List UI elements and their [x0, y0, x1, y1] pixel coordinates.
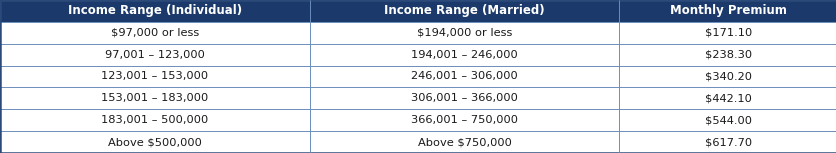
Text: 97,001 – 123,000: 97,001 – 123,000: [104, 50, 205, 60]
Text: $97,000 or less: $97,000 or less: [110, 28, 199, 38]
Text: $194,000 or less: $194,000 or less: [416, 28, 512, 38]
Text: $171.10: $171.10: [704, 28, 751, 38]
Bar: [309, 109, 619, 131]
Text: $340.20: $340.20: [704, 71, 751, 82]
Text: Above $750,000: Above $750,000: [417, 137, 511, 147]
Bar: [619, 44, 836, 66]
Bar: [619, 87, 836, 109]
Bar: [0, 87, 309, 109]
Bar: [309, 22, 619, 44]
Text: Monthly Premium: Monthly Premium: [669, 4, 786, 17]
Text: 366,001 – 750,000: 366,001 – 750,000: [410, 115, 517, 125]
Text: Income Range (Individual): Income Range (Individual): [68, 4, 242, 17]
Text: $238.30: $238.30: [704, 50, 751, 60]
Bar: [619, 0, 836, 22]
Bar: [619, 109, 836, 131]
Bar: [0, 44, 309, 66]
Bar: [619, 66, 836, 87]
Bar: [0, 131, 309, 153]
Text: Income Range (Married): Income Range (Married): [384, 4, 544, 17]
Text: $544.00: $544.00: [704, 115, 751, 125]
Text: $617.70: $617.70: [704, 137, 751, 147]
Text: 306,001 – 366,000: 306,001 – 366,000: [410, 93, 517, 103]
Bar: [309, 0, 619, 22]
Bar: [619, 131, 836, 153]
Bar: [0, 22, 309, 44]
Text: 246,001 – 306,000: 246,001 – 306,000: [410, 71, 517, 82]
Bar: [309, 44, 619, 66]
Bar: [309, 87, 619, 109]
Text: $442.10: $442.10: [704, 93, 751, 103]
Text: 194,001 – 246,000: 194,001 – 246,000: [410, 50, 517, 60]
Bar: [619, 22, 836, 44]
Bar: [0, 109, 309, 131]
Text: 123,001 – 153,000: 123,001 – 153,000: [101, 71, 208, 82]
Bar: [309, 66, 619, 87]
Bar: [0, 66, 309, 87]
Bar: [0, 0, 309, 22]
Text: 153,001 – 183,000: 153,001 – 183,000: [101, 93, 208, 103]
Text: Above $500,000: Above $500,000: [108, 137, 201, 147]
Bar: [309, 131, 619, 153]
Text: 183,001 – 500,000: 183,001 – 500,000: [101, 115, 208, 125]
